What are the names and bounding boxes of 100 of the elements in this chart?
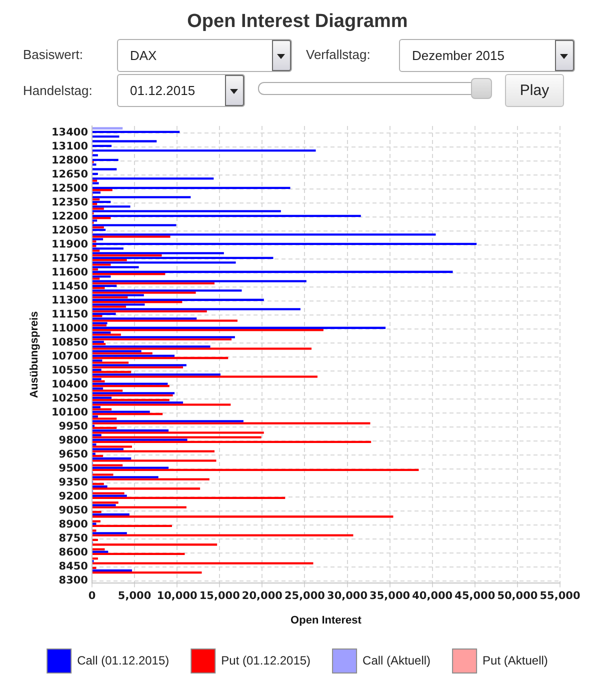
x-tick-label: 15,000 [199, 590, 240, 602]
bar [92, 436, 262, 438]
bar [92, 168, 117, 170]
bar [92, 348, 312, 350]
bar [92, 432, 264, 434]
bar [92, 552, 185, 556]
bar [92, 352, 152, 354]
bar [92, 356, 228, 360]
bar [92, 550, 108, 553]
text: Basiswert: [23, 47, 83, 63]
x-tick-label: 10,000 [156, 590, 198, 602]
bar [92, 127, 123, 130]
bar [92, 460, 216, 462]
bar [92, 562, 314, 564]
bar [92, 422, 370, 424]
bar [92, 548, 105, 550]
bar [92, 196, 191, 198]
legend-label: Put (01.12.2015) [221, 653, 311, 668]
x-tick-label: 0 [88, 590, 96, 602]
bar [92, 443, 96, 446]
bar [92, 376, 318, 378]
bar [92, 310, 207, 312]
bar [92, 334, 121, 336]
bar [92, 387, 104, 390]
bar [92, 342, 106, 346]
x-tick-label: 45,000 [454, 590, 496, 602]
y-tick-label: 9650 [58, 448, 88, 461]
y-tick-label: 9800 [58, 434, 88, 447]
bar [92, 208, 104, 210]
bar [92, 242, 477, 245]
bar [92, 450, 215, 452]
y-tick-label: 8600 [58, 546, 88, 559]
bar [92, 373, 220, 376]
bar [92, 205, 130, 208]
bar [92, 158, 118, 161]
bar [92, 404, 231, 406]
bar [92, 228, 106, 231]
bar [92, 270, 453, 273]
y-tick-label: 8450 [58, 560, 88, 573]
bar [92, 513, 130, 516]
bar [92, 438, 188, 441]
bar [92, 284, 117, 287]
y-tick-label: 10550 [51, 364, 88, 377]
bar [92, 272, 166, 276]
bar [92, 544, 218, 546]
bar [92, 182, 99, 184]
bar [92, 258, 127, 262]
bar [92, 457, 132, 460]
bar [92, 326, 386, 329]
bar [92, 516, 394, 518]
bar [92, 286, 105, 290]
y-tick-label: 11150 [51, 308, 88, 321]
bar [92, 464, 123, 466]
bar [92, 378, 102, 380]
x-tick-label: 5,000 [118, 590, 152, 602]
y-tick-label: 13100 [51, 140, 88, 153]
y-tick-label: 11600 [51, 266, 88, 279]
bar [92, 296, 128, 298]
bar [92, 482, 104, 486]
y-tick-label: 9500 [58, 462, 88, 475]
bar [92, 210, 281, 212]
bar [92, 289, 242, 292]
bar [92, 368, 102, 371]
bar [92, 303, 145, 306]
legend-label: Call (01.12.2015) [77, 653, 170, 668]
bar [92, 478, 210, 480]
bar [92, 350, 142, 352]
bar [92, 380, 105, 382]
y-tick-label: 8300 [58, 574, 88, 587]
bar [92, 401, 184, 404]
bar [92, 308, 300, 310]
bar [92, 485, 108, 488]
bar [92, 390, 123, 392]
x-tick-label: 50,000 [497, 590, 538, 602]
bar [92, 566, 96, 570]
bar [92, 366, 184, 368]
bar [92, 406, 101, 408]
bar [92, 154, 98, 156]
bar [92, 382, 168, 385]
bar [92, 506, 186, 508]
bar [92, 266, 139, 268]
bar [92, 294, 144, 296]
bar [92, 180, 98, 182]
dropdown: DAX [117, 39, 292, 72]
y-tick-label: 12500 [51, 182, 88, 195]
bar [92, 452, 96, 455]
bar [92, 354, 175, 357]
y-tick-label: 11900 [51, 238, 88, 251]
x-tick-label: 30,000 [327, 590, 368, 602]
bar [92, 300, 182, 304]
text: Verfallstag: [306, 47, 370, 63]
bar [92, 254, 162, 256]
bar [92, 264, 111, 266]
bar [92, 522, 96, 525]
x-tick-label: 35,000 [370, 590, 410, 602]
bar [92, 186, 290, 189]
y-tick-label: 11750 [51, 252, 88, 265]
bar [92, 474, 114, 476]
bar [92, 236, 170, 238]
y-tick-label: 12050 [51, 224, 88, 237]
